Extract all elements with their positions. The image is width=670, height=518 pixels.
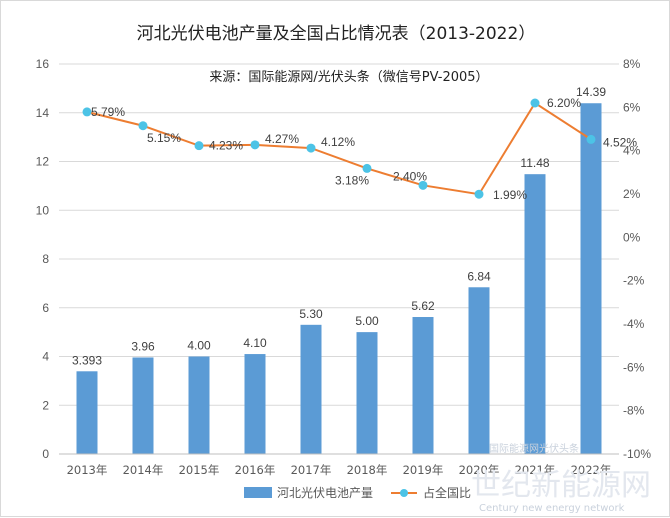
line-value-label: 4.23% <box>209 139 243 153</box>
line-point <box>82 107 92 117</box>
line-point <box>418 180 428 190</box>
y-left-tick-label: 8 <box>42 252 49 266</box>
bar <box>244 354 266 454</box>
x-tick-label: 2019年 <box>403 463 444 477</box>
bar <box>300 324 322 454</box>
y-left-tick-label: 4 <box>42 350 49 364</box>
watermark-brand: 世纪新能源网 <box>471 468 651 503</box>
legend-line-marker <box>400 489 408 497</box>
y-right-tick-label: 8% <box>623 57 641 71</box>
line-value-label: 2.40% <box>393 169 427 183</box>
y-left-tick-label: 14 <box>36 106 50 120</box>
bar-value-label: 4.00 <box>187 339 211 353</box>
y-left-tick-label: 6 <box>42 301 49 315</box>
line-value-label: 4.52% <box>603 135 637 149</box>
x-tick-label: 2014年 <box>123 463 164 477</box>
bar <box>356 332 378 454</box>
bar-value-label: 11.48 <box>520 156 549 170</box>
line-series: 5.79% 5.15% 4.23% 4.27% 4.12% 3.18% 2.40% 1.99%… <box>82 96 637 202</box>
x-tick-label: 2017年 <box>291 463 332 477</box>
x-tick-label: 2020年 <box>459 463 500 477</box>
chart-title: 河北光伏电池产量及全国占比情况表（2013-2022） <box>137 24 536 44</box>
bar <box>132 357 154 454</box>
legend-bar-swatch <box>244 487 272 498</box>
y-axis-right: -10% -8% -6% -4% -2% 0% 2% 4% 6% 8% <box>623 57 651 461</box>
line-value-label: 6.20% <box>547 96 581 110</box>
bar <box>468 287 490 454</box>
bar-value-label: 5.30 <box>299 307 323 321</box>
y-left-tick-label: 12 <box>36 155 50 169</box>
watermark: 国际能源网光伏头条 世纪新能源网 Century new energy netw… <box>471 442 651 514</box>
line-point <box>586 134 596 144</box>
bar-value-label: 3.96 <box>131 339 155 353</box>
bar-series: 3.393 3.96 4.00 4.10 5.30 5.00 5.62 6.84 11.48 14… <box>72 85 606 455</box>
y-right-tick-label: -10% <box>623 447 651 461</box>
bar-value-label: 14.39 <box>576 85 606 99</box>
bar-value-label: 5.62 <box>411 299 435 313</box>
bar <box>188 356 210 454</box>
legend-bar-label: 河北光伏电池产量 <box>277 486 373 500</box>
watermark-left: 国际能源网光伏头条 <box>489 442 579 455</box>
line-point <box>306 143 316 153</box>
line-point <box>138 121 148 131</box>
bar <box>524 174 546 455</box>
watermark-brand-en: Century new energy network <box>479 503 625 514</box>
bar-value-label: 5.00 <box>355 314 379 328</box>
line-value-label: 5.79% <box>91 105 125 119</box>
x-tick-label: 2016年 <box>235 463 276 477</box>
line-point <box>362 163 372 173</box>
x-tick-label: 2022年 <box>571 463 612 477</box>
y-right-tick-label: -4% <box>623 317 645 331</box>
x-tick-label: 2018年 <box>347 463 388 477</box>
bar <box>412 317 434 454</box>
legend-line-label: 占全国比 <box>423 485 471 500</box>
y-axis-left: 0 2 4 6 8 10 12 14 16 <box>36 57 50 461</box>
line-point <box>250 140 260 150</box>
y-left-tick-label: 2 <box>42 398 49 412</box>
y-right-tick-label: 6% <box>623 100 641 114</box>
line-point <box>530 98 540 108</box>
y-right-tick-label: -6% <box>623 360 645 374</box>
chart-subtitle: 来源：国际能源网/光伏头条（微信号PV-2005） <box>209 69 488 85</box>
bar-value-label: 6.84 <box>467 269 491 283</box>
x-axis: 2013年 2014年 2015年 2016年 2017年 2018年 2019年 2020年… <box>59 453 619 477</box>
bar-value-label: 3.393 <box>72 353 102 367</box>
line-value-label: 3.18% <box>335 173 369 187</box>
y-right-tick-label: -2% <box>623 274 645 288</box>
x-tick-label: 2021年 <box>515 463 556 477</box>
x-tick-label: 2013年 <box>67 463 108 477</box>
line-point <box>194 141 204 151</box>
line-value-label: 1.99% <box>493 188 527 202</box>
line-point <box>474 189 484 199</box>
y-right-tick-label: 4% <box>623 144 641 158</box>
y-left-tick-label: 16 <box>36 57 50 71</box>
y-right-tick-label: 2% <box>623 187 641 201</box>
line-path <box>86 101 592 196</box>
legend: 河北光伏电池产量 占全国比 <box>244 485 471 500</box>
line-value-label: 5.15% <box>147 131 181 145</box>
y-left-tick-label: 10 <box>36 203 50 217</box>
y-right-tick-label: -8% <box>623 404 645 418</box>
x-tick-label: 2015年 <box>179 463 220 477</box>
bar-value-label: 4.10 <box>243 336 267 350</box>
y-right-tick-label: 0% <box>623 230 641 244</box>
y-left-tick-label: 0 <box>42 447 49 461</box>
bar <box>580 103 602 455</box>
bar <box>76 371 98 454</box>
line-value-label: 4.12% <box>321 135 355 149</box>
line-value-label: 4.27% <box>265 132 299 146</box>
